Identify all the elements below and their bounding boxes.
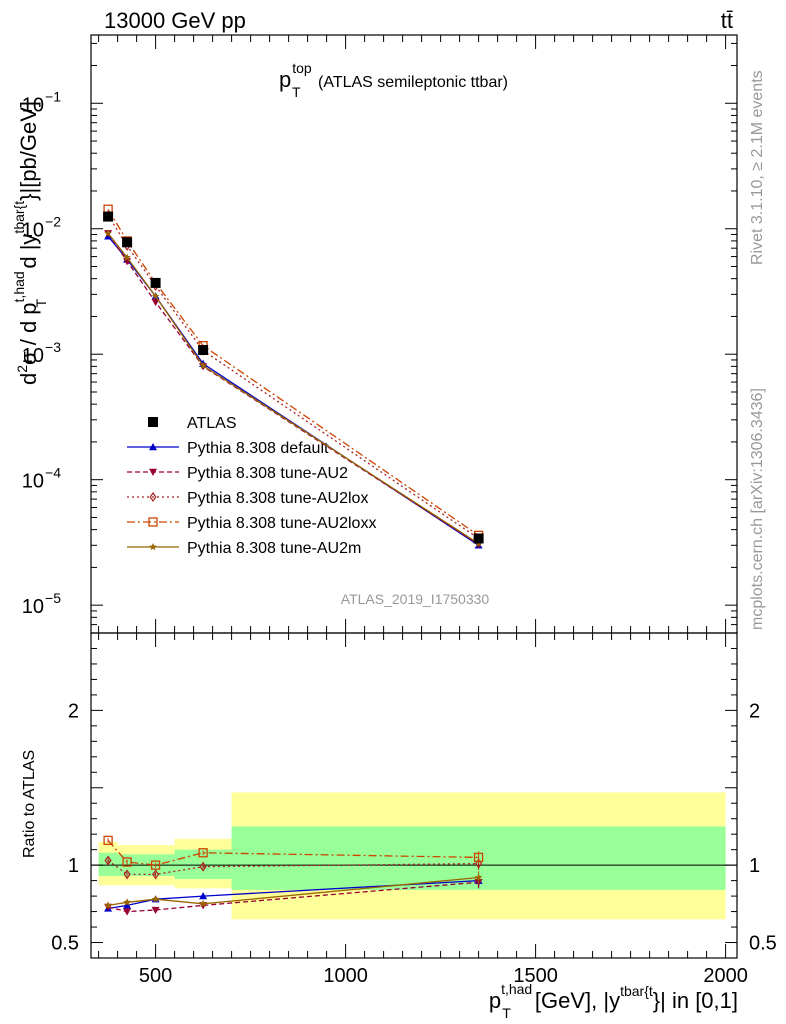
point-au2	[151, 298, 160, 307]
ratio-y-tick-label-right: 1	[749, 855, 760, 877]
legend-marker-au2m	[149, 543, 157, 551]
legend-marker-au2loxx	[148, 517, 158, 527]
legend-label-default: Pythia 8.308 default	[187, 440, 329, 457]
ratio-point-au2lox	[475, 858, 483, 869]
x-tick-label: 500	[139, 965, 172, 987]
mcplots-source-label: mcplots.cern.ch [arXiv:1306.3436]	[749, 388, 766, 630]
ratio-point-default	[199, 892, 208, 900]
legend-marker-default	[149, 443, 157, 451]
legend-label-au2lox: Pythia 8.308 tune-AU2lox	[187, 490, 368, 507]
ratio-point-au2lox	[152, 869, 160, 880]
point-data	[473, 533, 484, 544]
analysis-watermark: ATLAS_2019_I1750330	[341, 591, 490, 607]
ratio-point-au2m	[199, 899, 207, 908]
ratio-y-tick-label-right: 0.5	[749, 933, 777, 955]
ratio-point-au2loxx	[103, 835, 113, 846]
rivet-version-label: Rivet 3.1.10, ≥ 2.1M events	[749, 70, 766, 265]
y-tick-label: 10−3	[22, 339, 61, 367]
ratio-point-au2loxx	[150, 860, 161, 870]
main-frame	[90, 34, 738, 634]
point-au2m	[104, 229, 112, 237]
point-data	[198, 345, 209, 356]
ratio-point-au2lox	[199, 861, 207, 872]
y-axis-label-ratio: Ratio to ATLAS	[21, 750, 38, 858]
legend-label-au2: Pythia 8.308 tune-AU2	[187, 465, 348, 482]
ratio-point-au2m	[123, 898, 131, 906]
legend-label-au2loxx: Pythia 8.308 tune-AU2loxx	[187, 515, 376, 532]
ratio-line-au2loxx	[107, 839, 479, 866]
point-au2m	[199, 361, 207, 369]
y-tick-label: 10−1	[22, 88, 61, 116]
ratio-line-au2lox	[107, 859, 479, 876]
ratio-point-au2	[151, 906, 160, 915]
y-tick-label: 10−4	[22, 465, 61, 493]
y-tick-label: 10−2	[22, 214, 61, 242]
ratio-point-au2m	[474, 873, 483, 881]
ratio-point-au2lox	[104, 855, 112, 866]
point-au2m	[123, 253, 131, 261]
x-tick-label: 1500	[513, 965, 558, 987]
ratio-point-au2	[123, 908, 132, 916]
point-data	[150, 277, 161, 288]
x-axis-label: pt,had T [GeV], |ytbar{t}| in [0,1]	[489, 981, 738, 1021]
ratio-point-au2loxx	[198, 848, 208, 858]
main-panel: 10−5 10−4 10−3 10−2 10−1	[22, 34, 738, 634]
legend-label-au2m: Pythia 8.308 tune-AU2m	[187, 540, 361, 557]
ratio-point-au2loxx	[473, 852, 484, 863]
ratio-y-tick-label: 1	[68, 855, 79, 877]
series-line-au2loxx	[107, 208, 479, 536]
plot-title: ptop T(ATLAS semileptonic ttbar)	[279, 60, 508, 100]
legend-marker-au2	[149, 468, 157, 476]
ratio-point-au2m	[151, 895, 160, 903]
ratio-point-au2lox	[123, 869, 131, 880]
x-tick-label: 1000	[323, 965, 368, 987]
header-left: 13000 GeV pp	[104, 8, 246, 33]
y-tick-label: 10−5	[22, 590, 61, 618]
ratio-point-default	[123, 901, 132, 909]
ratio-point-au2m	[104, 901, 112, 909]
y-axis-label-main: d2σ / d pt,hadT d |ytbar{t}|[pb/GeV]	[11, 101, 49, 385]
point-data	[122, 237, 133, 248]
point-data	[103, 211, 114, 222]
legend-label-data: ATLAS	[187, 415, 237, 432]
ratio-y-tick-label-right: 2	[749, 700, 760, 722]
x-tick-label: 2000	[703, 965, 748, 987]
legend: ATLAS Pythia 8.308 default Pythia 8.308 tu…	[127, 415, 376, 557]
legend-marker-data	[148, 417, 158, 427]
point-au2m	[151, 292, 160, 300]
legend-marker-au2lox	[149, 491, 157, 503]
ratio-y-tick-label: 0.5	[51, 933, 79, 955]
ratio-y-tick-label: 2	[68, 700, 79, 722]
ratio-point-au2loxx	[122, 857, 132, 867]
header-right: tt̄	[721, 8, 733, 33]
